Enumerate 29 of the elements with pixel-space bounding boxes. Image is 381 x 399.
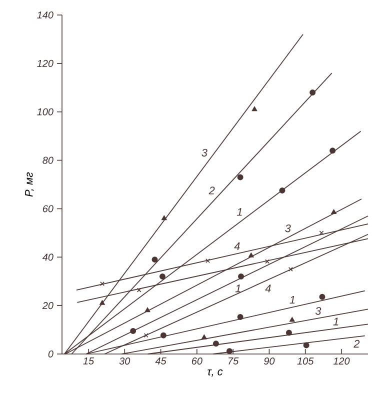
y-tick-label: 60 xyxy=(42,205,54,212)
series-label: 3 xyxy=(202,148,208,157)
y-tick-label: 80 xyxy=(42,156,54,164)
y-tick-label: 0 xyxy=(48,350,54,358)
x-tick-label: 75 xyxy=(228,358,239,364)
series-label: 2 xyxy=(208,186,215,194)
x-tick-label: 45 xyxy=(155,358,166,364)
y-tick-label: 20 xyxy=(42,302,54,310)
series-label: 1 xyxy=(290,296,295,304)
x-tick-label: 60 xyxy=(192,358,202,365)
y-axis-title: P, мг xyxy=(25,172,34,197)
series-label: 3 xyxy=(285,224,291,232)
series-label: 1 xyxy=(236,208,242,216)
y-tick-label: 120 xyxy=(37,60,54,67)
x-tick-label: 105 xyxy=(297,358,314,365)
series-label: 3 xyxy=(315,307,322,315)
x-tick-label: 120 xyxy=(333,358,350,365)
series-label: 4 xyxy=(234,242,240,250)
series-label: 1 xyxy=(235,284,240,292)
series-label: 1 xyxy=(333,318,338,326)
x-tick-label: 30 xyxy=(119,358,130,365)
x-tick-label: 15 xyxy=(83,358,94,364)
x-axis-title: τ, с xyxy=(208,369,223,377)
y-tick-label: 40 xyxy=(42,254,54,261)
series-label: 2 xyxy=(354,340,360,348)
x-tick-label: 90 xyxy=(264,358,275,365)
series-label: 4 xyxy=(265,284,271,292)
y-tick-label: 100 xyxy=(37,108,54,116)
y-tick-label: 140 xyxy=(37,11,54,19)
